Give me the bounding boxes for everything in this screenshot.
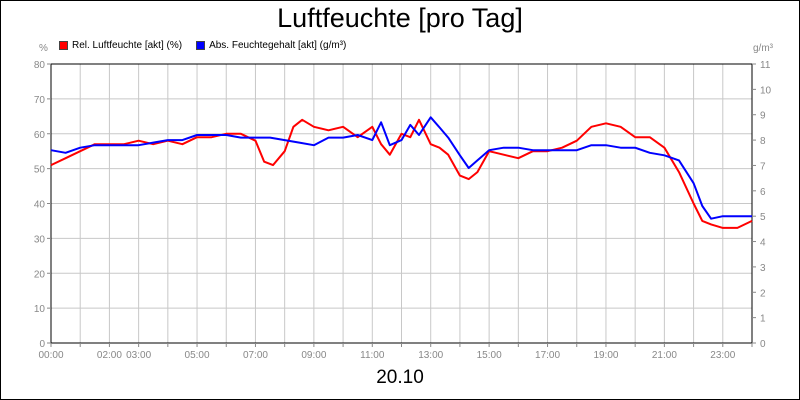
- x-tick-label: 21:00: [652, 350, 677, 361]
- y-left-tick-label: 50: [34, 165, 46, 176]
- y-left-tick-label: 80: [34, 60, 46, 71]
- y-right-tick-label: 3: [760, 263, 766, 274]
- y-left-tick-label: 30: [34, 234, 46, 245]
- x-tick-label: 05:00: [185, 350, 210, 361]
- y-right-tick-label: 0: [760, 339, 766, 350]
- y-right-tick-label: 8: [760, 136, 766, 147]
- x-axis-date-label: 20.10: [376, 367, 424, 388]
- x-tick-label: 09:00: [301, 350, 326, 361]
- x-tick-label: 07:00: [243, 350, 268, 361]
- y-left-tick-label: 10: [34, 304, 46, 315]
- y-left-tick-label: 20: [34, 269, 46, 280]
- y-left-tick-label: 0: [39, 339, 45, 350]
- right-axis-unit: g/m³: [753, 43, 773, 54]
- y-right-tick-label: 10: [760, 85, 772, 96]
- legend-item-abs-humidity: Abs. Feuchtegehalt [akt] (g/m³): [196, 40, 346, 51]
- legend-label-rel-humidity: Rel. Luftfeuchte [akt] (%): [72, 40, 183, 51]
- x-tick-label: 02:00: [97, 350, 122, 361]
- legend-swatch-blue: [196, 41, 206, 50]
- x-tick-label: 15:00: [477, 350, 502, 361]
- chart-legend: Rel. Luftfeuchte [akt] (%) Abs. Feuchteg…: [59, 40, 346, 51]
- x-tick-label: 23:00: [710, 350, 735, 361]
- y-right-tick-label: 11: [760, 60, 771, 71]
- x-tick-label: 19:00: [593, 350, 618, 361]
- legend-swatch-red: [59, 41, 68, 50]
- legend-item-rel-humidity: Rel. Luftfeuchte [akt] (%): [59, 40, 182, 51]
- left-axis-unit: %: [39, 43, 48, 54]
- series-line-rel-humidity: [50, 118, 753, 229]
- y-right-tick-label: 1: [760, 314, 766, 325]
- y-left-tick-label: 70: [34, 95, 46, 106]
- y-right-tick-label: 9: [760, 111, 766, 122]
- y-right-tick-label: 6: [760, 187, 766, 198]
- chart-title: Luftfeuchte [pro Tag]: [277, 3, 523, 33]
- series-line-abs-humidity: [50, 116, 752, 220]
- y-right-tick-label: 2: [760, 288, 766, 299]
- y-left-tick-label: 40: [34, 200, 46, 211]
- x-tick-label: 11:00: [360, 350, 385, 361]
- x-tick-label: 03:00: [126, 350, 151, 361]
- y-right-tick-label: 7: [760, 161, 766, 172]
- legend-label-abs-humidity: Abs. Feuchtegehalt [akt] (g/m³): [209, 40, 347, 51]
- x-tick-label: 17:00: [535, 350, 560, 361]
- y-right-tick-label: 5: [760, 212, 766, 223]
- x-tick-label: 00:00: [38, 350, 63, 361]
- y-right-tick-label: 4: [760, 238, 766, 249]
- x-tick-label: 13:00: [418, 350, 443, 361]
- y-left-tick-label: 60: [34, 130, 46, 141]
